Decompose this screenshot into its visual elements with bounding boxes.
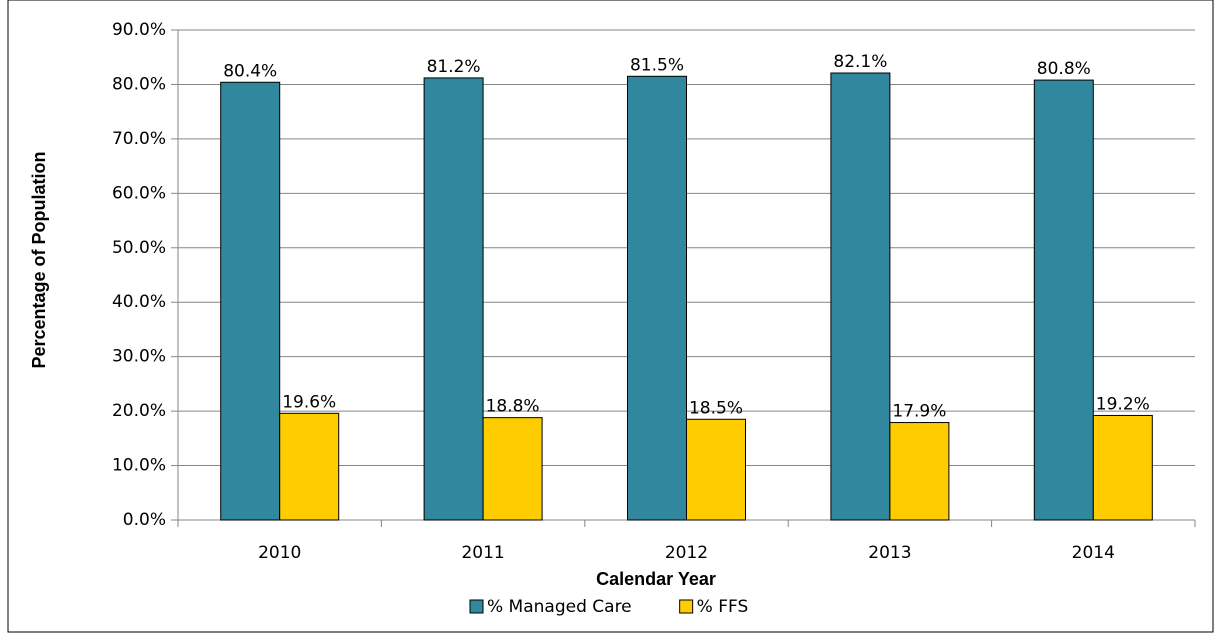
x-tick-label: 2012: [665, 543, 708, 563]
value-label: 81.2%: [427, 57, 481, 77]
value-label: 80.4%: [223, 61, 277, 81]
bar: [627, 75, 687, 521]
y-tick-label: 80.0%: [112, 74, 166, 94]
y-tick-label: 60.0%: [112, 183, 166, 203]
y-tick-label: 70.0%: [112, 129, 166, 149]
value-label: 19.6%: [282, 392, 336, 412]
x-tick-label: 2014: [1072, 543, 1115, 563]
value-label: 80.8%: [1037, 59, 1091, 79]
x-tick-label: 2010: [258, 543, 301, 563]
chart-border: [7, 0, 1214, 633]
value-label: 18.5%: [689, 398, 743, 418]
value-label: 82.1%: [833, 52, 887, 72]
legend-label: % FFS: [697, 597, 749, 617]
bar: [220, 81, 281, 521]
x-tick-label: 2013: [868, 543, 911, 563]
legend-swatch: [469, 599, 484, 614]
bar: [482, 417, 543, 521]
y-tick-label: 40.0%: [112, 292, 166, 312]
y-tick-label: 10.0%: [112, 456, 166, 476]
value-label: 18.8%: [486, 397, 540, 417]
bar: [686, 418, 746, 521]
y-axis-title: Percentage of Population: [29, 151, 49, 368]
value-label: 81.5%: [630, 55, 684, 75]
y-tick-label: 50.0%: [112, 238, 166, 258]
bar: [830, 72, 891, 521]
legend-swatch: [679, 599, 694, 614]
y-tick-label: 0.0%: [123, 510, 166, 530]
x-tick-label: 2011: [461, 543, 504, 563]
y-tick-label: 90.0%: [112, 20, 166, 40]
value-label: 17.9%: [892, 402, 946, 422]
y-tick-label: 30.0%: [112, 347, 166, 367]
bar: [423, 77, 484, 521]
value-label: 19.2%: [1096, 394, 1150, 414]
x-axis-title: Calendar Year: [596, 569, 716, 589]
bar: [279, 412, 340, 521]
bar: [1033, 79, 1094, 521]
bar: [889, 422, 950, 521]
legend-label: % Managed Care: [487, 597, 632, 617]
y-tick-label: 20.0%: [112, 401, 166, 421]
bar: [1092, 414, 1153, 521]
